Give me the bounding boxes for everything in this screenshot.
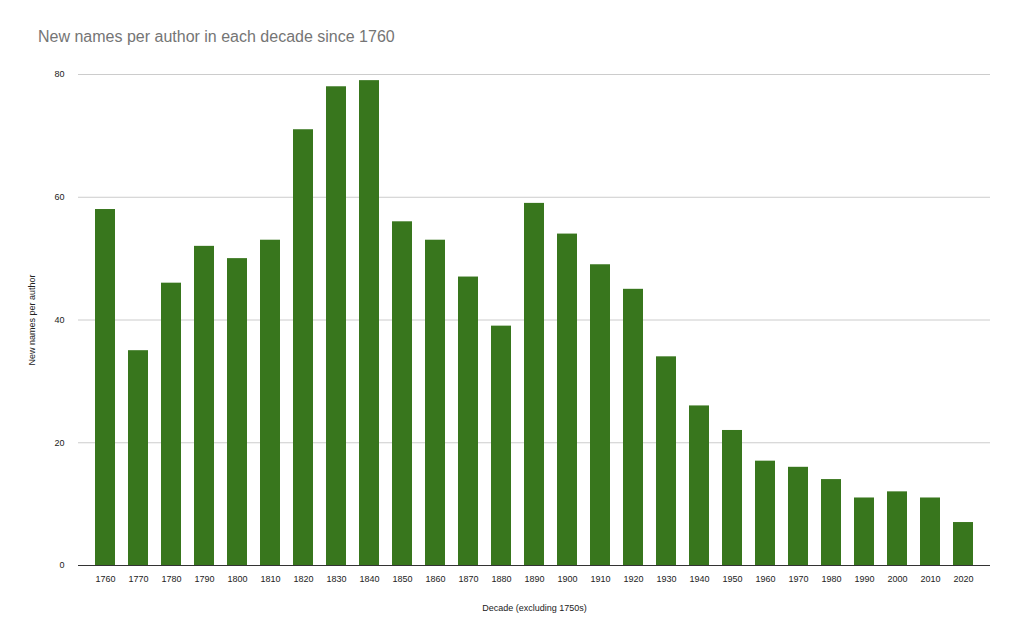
svg-text:1840: 1840 bbox=[359, 574, 379, 584]
svg-text:1830: 1830 bbox=[326, 574, 346, 584]
svg-text:1970: 1970 bbox=[788, 574, 808, 584]
svg-text:40: 40 bbox=[54, 315, 64, 325]
svg-text:1880: 1880 bbox=[491, 574, 511, 584]
html-text:New names per author in each d: New names per author in each decade sinc… bbox=[38, 28, 395, 45]
svg-text:1820: 1820 bbox=[293, 574, 313, 584]
svg-text:1920: 1920 bbox=[623, 574, 643, 584]
svg-text:2010: 2010 bbox=[920, 574, 940, 584]
svg-text:1900: 1900 bbox=[557, 574, 577, 584]
svg-text:1980: 1980 bbox=[821, 574, 841, 584]
svg-text:1890: 1890 bbox=[524, 574, 544, 584]
svg-text:1760: 1760 bbox=[95, 574, 115, 584]
svg-text:1960: 1960 bbox=[755, 574, 775, 584]
svg-text:1810: 1810 bbox=[260, 574, 280, 584]
svg-text:1790: 1790 bbox=[194, 574, 214, 584]
svg-text:1870: 1870 bbox=[458, 574, 478, 584]
svg-text:1930: 1930 bbox=[656, 574, 676, 584]
svg-text:2020: 2020 bbox=[953, 574, 973, 584]
svg-text:1860: 1860 bbox=[425, 574, 445, 584]
svg-text:1940: 1940 bbox=[689, 574, 709, 584]
svg-text:New names per author: New names per author bbox=[27, 274, 37, 365]
svg-text:1950: 1950 bbox=[722, 574, 742, 584]
svg-text:20: 20 bbox=[54, 438, 64, 448]
svg-text:1780: 1780 bbox=[161, 574, 181, 584]
svg-text:1850: 1850 bbox=[392, 574, 412, 584]
svg-text:60: 60 bbox=[54, 192, 64, 202]
svg-text:Decade (excluding 1750s): Decade (excluding 1750s) bbox=[482, 603, 587, 613]
svg-text:1800: 1800 bbox=[227, 574, 247, 584]
svg-text:1770: 1770 bbox=[128, 574, 148, 584]
svg-text:0: 0 bbox=[59, 560, 64, 570]
svg-text:1990: 1990 bbox=[854, 574, 874, 584]
svg-text:1910: 1910 bbox=[590, 574, 610, 584]
svg-text:2000: 2000 bbox=[887, 574, 907, 584]
svg-text:80: 80 bbox=[54, 69, 64, 79]
